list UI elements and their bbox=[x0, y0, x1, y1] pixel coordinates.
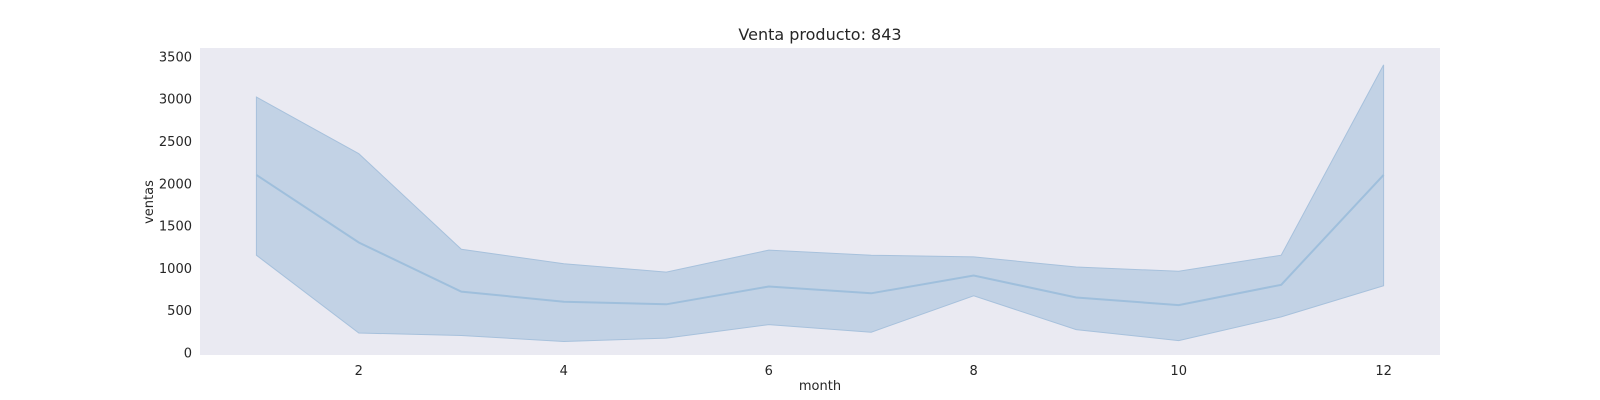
y-tick-label: 3500 bbox=[159, 51, 192, 66]
x-tick-label: 2 bbox=[355, 364, 363, 379]
x-axis-label: month bbox=[799, 379, 841, 394]
x-tick-label: 12 bbox=[1375, 364, 1392, 379]
data-point bbox=[460, 291, 462, 293]
data-point bbox=[1178, 304, 1180, 306]
y-tick-label: 3000 bbox=[159, 93, 192, 108]
data-point bbox=[768, 286, 770, 288]
x-tick-label: 4 bbox=[560, 364, 568, 379]
y-tick-label: 1500 bbox=[159, 220, 192, 235]
data-point bbox=[870, 292, 872, 294]
data-point bbox=[973, 275, 975, 277]
y-axis-label: ventas bbox=[142, 180, 157, 224]
series-line bbox=[255, 174, 1385, 307]
y-tick-label: 2500 bbox=[159, 135, 192, 150]
data-point bbox=[358, 242, 360, 244]
x-tick-label: 6 bbox=[765, 364, 773, 379]
data-point bbox=[665, 303, 667, 305]
y-tick-label: 500 bbox=[167, 304, 192, 319]
data-point bbox=[1075, 297, 1077, 299]
data-point bbox=[1383, 174, 1385, 176]
y-tick-label: 1000 bbox=[159, 262, 192, 277]
x-tick-label: 10 bbox=[1170, 364, 1187, 379]
y-tick-label: 2000 bbox=[159, 177, 192, 192]
x-tick-label: 8 bbox=[970, 364, 978, 379]
data-point bbox=[1280, 284, 1282, 286]
y-tick-label: 0 bbox=[184, 347, 192, 362]
data-point bbox=[255, 174, 257, 176]
chart-title: Venta producto: 843 bbox=[738, 25, 901, 44]
data-point bbox=[563, 301, 565, 303]
confidence-band bbox=[255, 64, 1385, 343]
